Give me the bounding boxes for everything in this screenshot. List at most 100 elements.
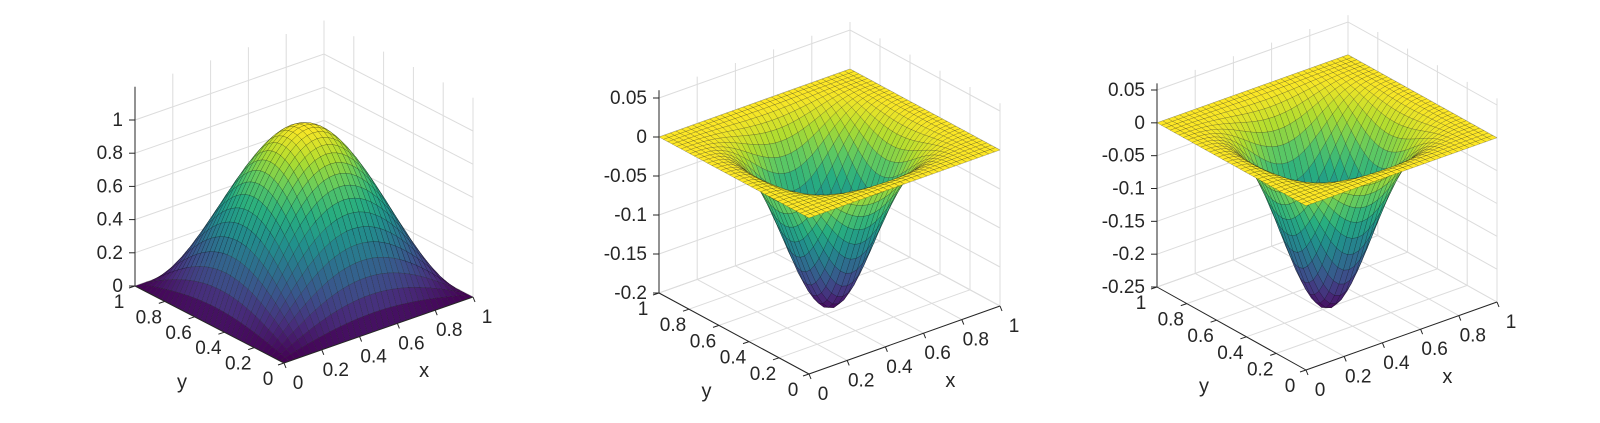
y-tick [1240,336,1247,340]
x-tick-label: 0 [1315,380,1326,401]
y-tick-label: 0 [263,369,274,390]
x-tick [961,319,965,325]
y-tick [188,316,195,320]
y-tick [248,347,255,351]
y-tick-label: 0.4 [195,338,222,359]
y-tick [1210,319,1217,323]
x-tick-label: 0 [293,373,304,394]
x-tick-label: 0.8 [436,320,462,341]
x-axis-label: x [1442,366,1452,388]
x-axis-label: x [945,370,955,392]
x-tick [283,362,287,369]
x-tick [999,305,1003,312]
floor-gridline [1233,259,1383,344]
x-tick [884,346,888,352]
y-tick-label: 0.4 [720,348,747,369]
x-tick-label: 0.2 [848,370,874,391]
z-tick-label: -0.15 [1102,211,1145,232]
z-tick-label: 0.4 [97,210,124,231]
y-tick-label: 0.8 [660,315,686,336]
z-tick-label: 0.8 [97,143,123,164]
y-tick-label: 0.2 [225,354,251,375]
floor-gridline [748,273,941,343]
x-tick-label: 0.4 [360,347,387,368]
tick-labels: 00.20.40.60.8100.20.40.60.81-0.25-0.2-0.… [1102,80,1517,401]
z-tick-label: -0.1 [614,205,647,226]
x-tick [1420,329,1424,335]
y-axis-line [658,292,810,375]
x-tick [1496,301,1500,308]
surface-mesh [134,122,474,364]
z-tick-label: -0.25 [1102,277,1145,298]
x-tick-label: 0.6 [924,343,950,364]
axis-lines [652,90,1003,380]
floor-gridline [1276,284,1468,354]
x-tick [846,360,850,366]
y-tick-label: 0.6 [165,323,191,344]
x-axis-line [808,305,1001,375]
x-tick [1381,342,1385,348]
x-tick [434,310,438,316]
y-tick [218,331,225,335]
y-tick [1299,369,1307,373]
x-tick-label: 0 [818,384,829,405]
wall-gridline [134,53,474,132]
y-tick [682,308,690,312]
y-axis-label: y [702,381,712,403]
y-tick-label: 1 [1136,293,1147,314]
z-tick-label: -0.05 [1102,146,1145,167]
y-tick-label: 0.6 [1187,326,1213,347]
z-tick-label: -0.1 [1112,179,1145,200]
floor-gridline [696,278,848,361]
z-tick-label: 0.2 [97,243,123,264]
y-axis-line [1156,286,1307,371]
z-tick-label: 0 [1134,113,1145,134]
x-tick-label: 0.4 [886,357,913,378]
y-tick [1270,352,1277,356]
y-tick-label: 0.2 [750,364,776,385]
surface-mesh [658,68,1001,308]
y-tick-label: 0.8 [1158,310,1184,331]
tick-labels: 00.20.40.60.8100.20.40.60.81-0.2-0.15-0.… [604,88,1020,405]
x-tick [808,373,812,380]
surface-plot-1: 00.20.40.60.8100.20.40.60.8100.20.40.60.… [97,20,493,394]
x-tick-label: 0.6 [398,333,424,354]
y-tick [802,373,810,377]
y-tick-label: 0.4 [1217,343,1244,364]
y-tick [158,300,165,304]
axis-lines [128,86,476,369]
x-tick-label: 1 [1009,316,1020,337]
z-tick-label: 1 [112,110,123,131]
y-tick-label: 0.6 [690,331,716,352]
x-axis-line [283,296,474,364]
tick-labels: 00.20.40.60.8100.20.40.60.8100.20.40.60.… [97,110,493,394]
x-tick-label: 0.8 [963,330,989,351]
surface-patch [1301,201,1313,206]
y-tick-label: 1 [114,292,125,313]
z-tick-label: -0.15 [604,244,647,265]
x-tick [472,296,476,303]
y-tick [1180,303,1187,307]
y-tick [712,324,720,328]
floor-gridline [1194,272,1345,357]
y-tick [277,362,285,366]
y-axis-label: y [1199,376,1209,398]
x-tick [1343,356,1347,362]
x-tick [1305,369,1309,376]
z-tick-label: -0.2 [1112,244,1145,265]
x-tick [359,336,363,342]
z-tick-label: 0 [112,276,123,297]
x-axis-label: x [419,360,429,382]
x-tick [321,349,325,355]
z-tick-label: 0 [636,127,647,148]
axis-lines [1150,83,1500,376]
floor-gridline [735,265,886,348]
z-tick-label: 0.05 [1108,80,1145,101]
floor-gridline [1246,268,1438,338]
floor-gridline [778,289,971,359]
y-tick [772,357,780,361]
x-tick-label: 0.8 [1460,326,1486,347]
x-axis-line [1305,301,1498,371]
y-tick-label: 0 [788,380,799,401]
